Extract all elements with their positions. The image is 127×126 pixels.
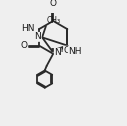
- Text: O: O: [64, 46, 70, 55]
- Text: O: O: [20, 41, 27, 50]
- Text: O: O: [50, 0, 57, 8]
- Text: NH: NH: [68, 46, 82, 56]
- Text: CH₃: CH₃: [46, 16, 60, 25]
- Text: N: N: [34, 32, 41, 41]
- Text: N: N: [54, 48, 61, 57]
- Text: HN: HN: [21, 24, 35, 33]
